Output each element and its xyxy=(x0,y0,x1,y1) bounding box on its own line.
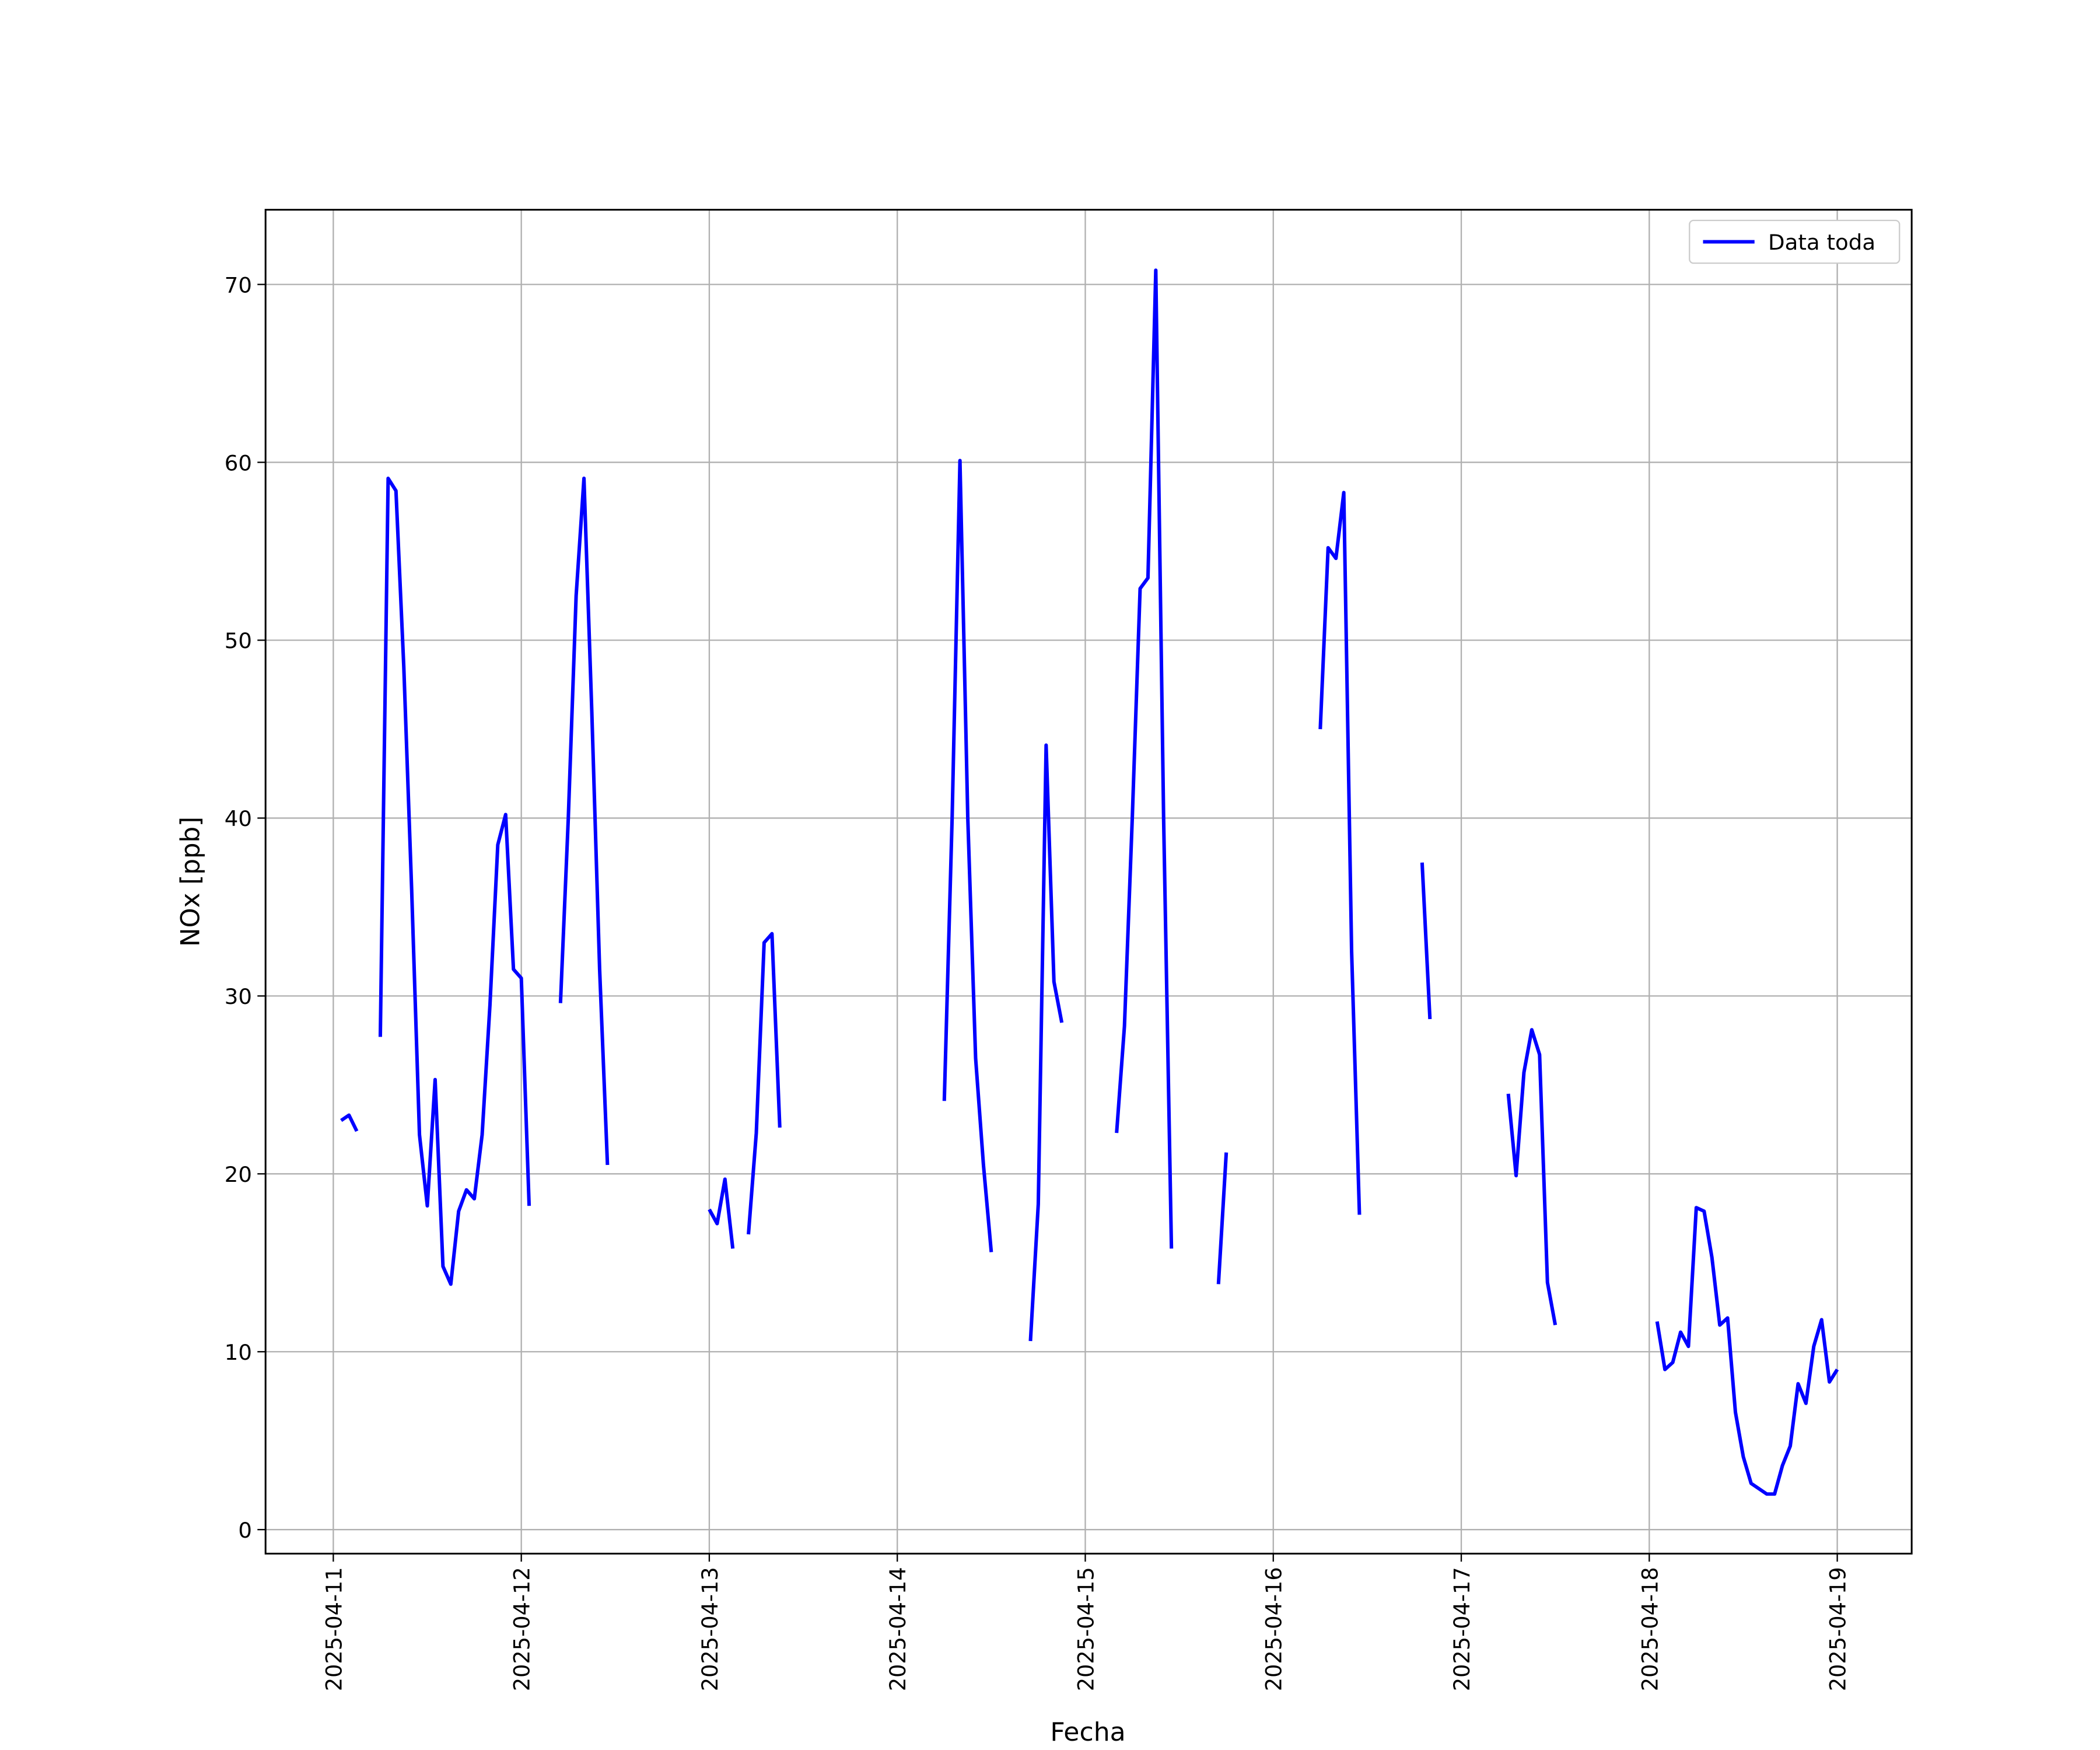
y-tick-label: 50 xyxy=(225,628,252,653)
x-tick-label: 2025-04-18 xyxy=(1637,1567,1662,1691)
x-tick-label: 2025-04-11 xyxy=(321,1567,346,1691)
y-tick-label: 60 xyxy=(225,451,252,476)
legend-label: Data toda xyxy=(1768,230,1875,255)
y-tick-label: 70 xyxy=(225,273,252,298)
x-tick-label: 2025-04-14 xyxy=(886,1567,911,1691)
x-tick-label: 2025-04-13 xyxy=(698,1567,723,1691)
y-tick-label: 40 xyxy=(225,806,252,831)
y-tick-label: 10 xyxy=(225,1340,252,1365)
data-line xyxy=(340,268,1839,1496)
y-tick-label: 30 xyxy=(225,984,252,1009)
legend-box xyxy=(1689,219,1901,264)
y-axis-label: NOx [ppb] xyxy=(176,817,205,947)
y-tick-label: 0 xyxy=(238,1518,252,1543)
x-tick-label: 2025-04-15 xyxy=(1073,1567,1098,1691)
x-axis-label: Fecha xyxy=(1050,1717,1125,1747)
x-tick-label: 2025-04-17 xyxy=(1450,1567,1475,1691)
x-tick-label: 2025-04-19 xyxy=(1825,1567,1850,1691)
y-tick-label: 20 xyxy=(225,1162,252,1187)
plot-frame xyxy=(264,209,1913,1555)
x-tick-label: 2025-04-12 xyxy=(509,1567,534,1691)
legend: Data toda xyxy=(1689,219,1901,264)
x-tick-label: 2025-04-16 xyxy=(1261,1567,1286,1691)
